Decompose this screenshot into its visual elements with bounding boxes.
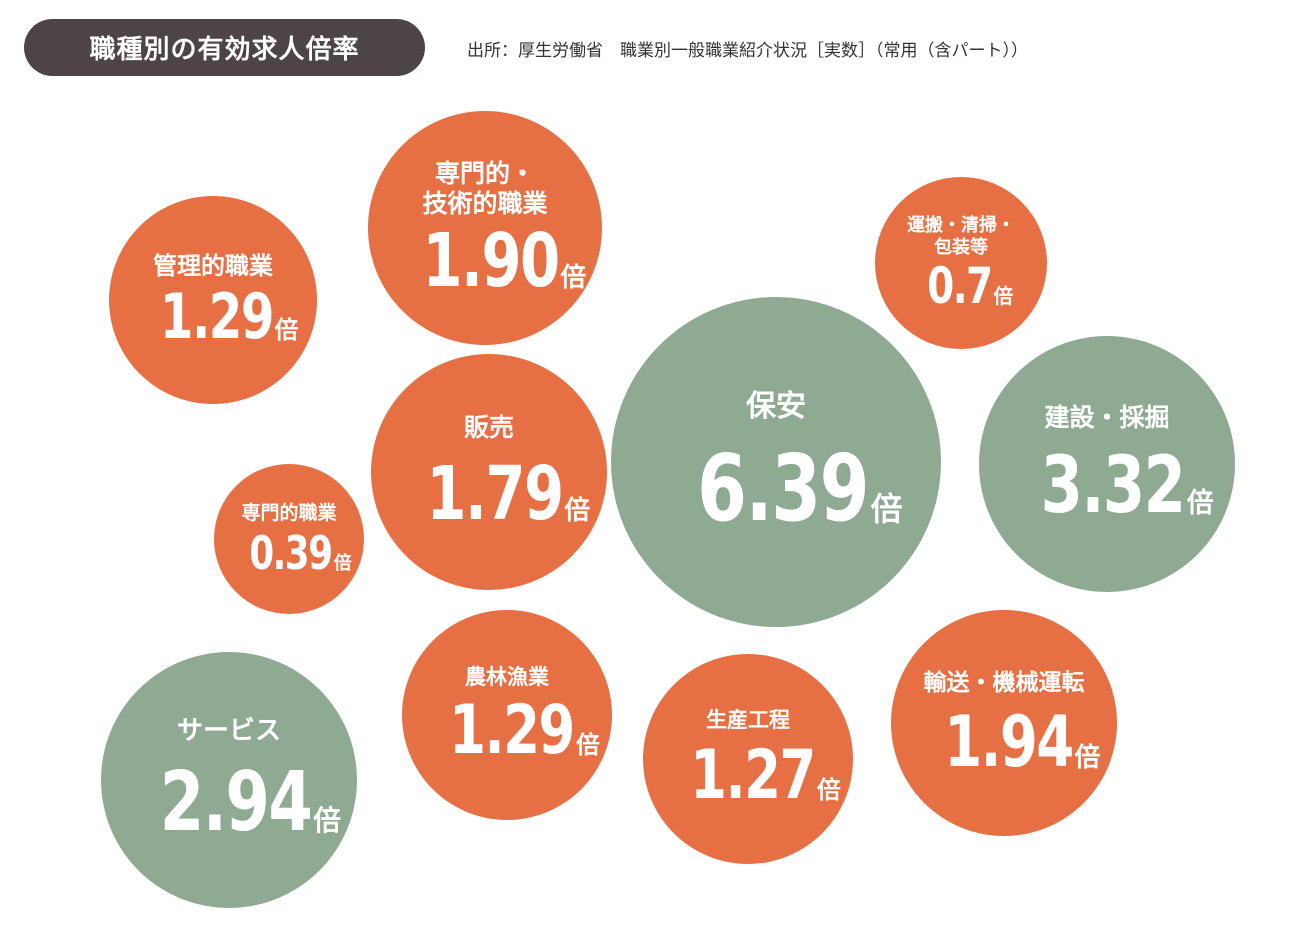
bubble-6: 専門的職業 0.39 倍: [214, 464, 364, 614]
bubble-unit: 倍: [333, 552, 352, 574]
bubble-value-row: 1.29 倍: [128, 279, 299, 353]
bubble-label: 管理的職業: [153, 252, 273, 281]
bubble-unit: 倍: [816, 775, 841, 804]
bubble-value-row: 1.79 倍: [388, 451, 591, 538]
bubble-10: 輸送・機械運転 1.94 倍: [891, 610, 1117, 836]
bubble-3: 販売 1.79 倍: [371, 354, 607, 590]
bubble-unit: 倍: [564, 496, 591, 527]
bubble-value: 0.7: [926, 256, 993, 315]
bubble-label: 輸送・機械運転: [923, 669, 1085, 696]
bubble-9: 生産工程 1.27 倍: [643, 654, 853, 864]
bubble-value: 6.39: [697, 435, 870, 543]
bubble-value-row: 2.94 倍: [117, 754, 342, 850]
bubble-unit: 倍: [870, 490, 903, 529]
bubble-5: 建設・採掘 3.32 倍: [979, 336, 1235, 592]
bubble-unit: 倍: [560, 262, 587, 293]
source-note: 出所：厚生労働省 職業別一般職業紹介状況［実数］（常用（含パート））: [467, 41, 1028, 61]
bubble-value: 1.27: [690, 735, 816, 815]
bubble-value-row: 1.90 倍: [384, 217, 587, 304]
bubble-value: 2.94: [159, 754, 313, 850]
bubble-unit: 倍: [313, 803, 342, 837]
bubble-label: 建設・採掘: [1044, 402, 1170, 432]
bubble-0: 管理的職業 1.29 倍: [109, 196, 317, 404]
bubble-value-row: 0.39 倍: [226, 525, 352, 580]
bubble-value-row: 0.7 倍: [909, 256, 1014, 315]
bubble-label: 農林漁業: [465, 665, 549, 690]
bubble-unit: 倍: [993, 283, 1014, 308]
bubble-value: 1.29: [449, 690, 575, 770]
bubble-value: 0.39: [249, 525, 333, 580]
bubble-unit: 倍: [1186, 488, 1214, 520]
chart-title: 職種別の有効求人倍率: [24, 19, 425, 76]
bubble-label: 運搬・清掃・ 包装等: [907, 215, 1015, 258]
bubble-value: 1.29: [159, 279, 274, 353]
bubble-label: 専門的・ 技術的職業: [422, 158, 548, 219]
bubble-value: 1.94: [943, 701, 1074, 784]
bubble-label: 生産工程: [706, 708, 790, 733]
bubble-value: 3.32: [1040, 441, 1186, 532]
bubble-value-row: 1.27 倍: [655, 735, 841, 815]
bubble-label: サービス: [176, 716, 281, 747]
bubble-value: 1.79: [426, 451, 564, 538]
bubble-value-row: 3.32 倍: [1000, 441, 1214, 532]
bubble-value-row: 6.39 倍: [649, 435, 903, 543]
bubble-label: 販売: [463, 412, 514, 442]
bubble-unit: 倍: [1074, 743, 1101, 774]
bubble-value-row: 1.29 倍: [414, 690, 600, 770]
bubble-unit: 倍: [575, 730, 600, 759]
bubble-label: 専門的職業: [241, 502, 337, 525]
bubble-4: 保安 6.39 倍: [611, 297, 941, 627]
bubble-2: 運搬・清掃・ 包装等 0.7 倍: [875, 177, 1047, 349]
bubble-7: サービス 2.94 倍: [101, 652, 357, 908]
bubble-value: 1.90: [422, 217, 560, 304]
bubble-label: 保安: [746, 388, 806, 424]
bubble-unit: 倍: [274, 315, 299, 344]
bubble-8: 農林漁業 1.29 倍: [402, 610, 612, 820]
bubble-value-row: 1.94 倍: [908, 701, 1101, 784]
bubble-1: 専門的・ 技術的職業 1.90 倍: [368, 111, 602, 345]
